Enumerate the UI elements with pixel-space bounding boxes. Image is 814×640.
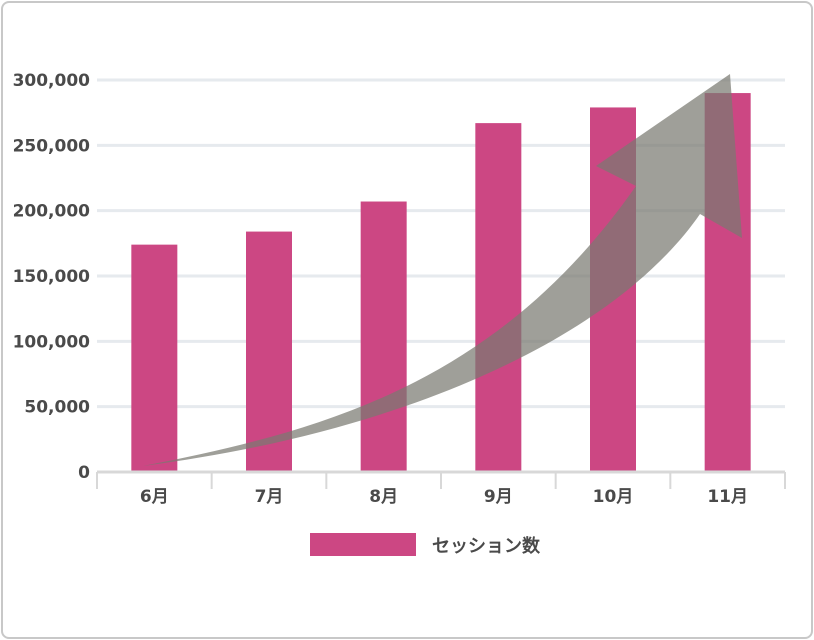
y-tick-label: 50,000 [24, 398, 90, 418]
legend-swatch [310, 533, 416, 556]
y-axis: 0 50,000 100,000 150,000 200,000 250,000 300,0… [13, 71, 91, 483]
bar [131, 244, 178, 472]
bar [360, 201, 407, 472]
y-tick-label: 300,000 [13, 71, 91, 91]
bar [475, 123, 522, 473]
x-tick-label: 11月 [707, 487, 748, 507]
legend: セッション数 [310, 533, 541, 557]
x-tick-label: 7月 [255, 487, 284, 507]
grid-lines [97, 78, 785, 409]
y-tick-label: 200,000 [13, 202, 91, 222]
y-tick-label: 100,000 [13, 332, 91, 352]
trend-arrow [143, 74, 742, 466]
x-axis: 6月 7月 8月 9月 10月 11月 [96, 470, 786, 507]
x-tick-label: 8月 [369, 487, 398, 507]
y-tick-label: 0 [78, 463, 90, 483]
x-tick-label: 6月 [140, 487, 169, 507]
y-tick-label: 150,000 [13, 267, 91, 287]
x-tick-label: 10月 [593, 487, 634, 507]
x-tick-label: 9月 [484, 487, 513, 507]
legend-label: セッション数 [432, 535, 541, 557]
y-tick-label: 250,000 [13, 136, 91, 156]
bar [246, 231, 292, 472]
